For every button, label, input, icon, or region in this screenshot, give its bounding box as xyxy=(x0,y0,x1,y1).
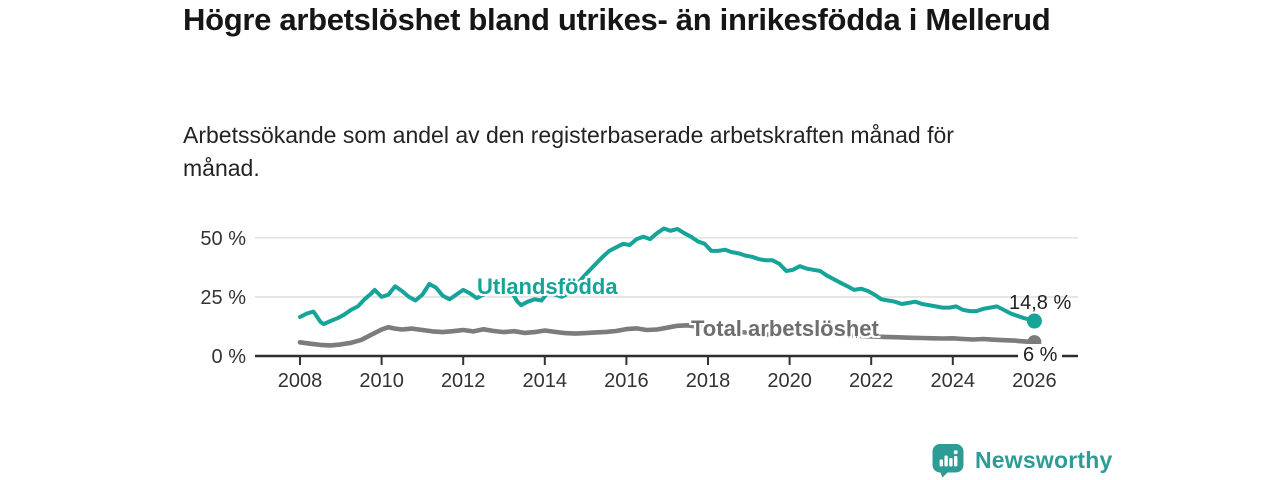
x-tick-label: 2026 xyxy=(1012,370,1057,392)
series-line-0 xyxy=(298,226,1037,327)
series-line-1 xyxy=(297,323,1037,348)
chart-area: 2008 2010 2012 2014 2016 2018 2020 2022 2024 2026… xyxy=(180,205,1100,405)
chart-svg: 2008 2010 2012 2014 2016 2018 2020 2022 2024 2026… xyxy=(200,226,1078,392)
page-title: Högre arbetslöshet bland utrikes- än inr… xyxy=(183,2,1051,37)
brand-footer: Newsworthy xyxy=(930,442,1112,478)
x-tick-label: 2008 xyxy=(278,370,323,392)
x-tick-label: 2018 xyxy=(686,370,731,392)
x-tick-label: 2016 xyxy=(604,370,649,392)
newsworthy-logo-icon xyxy=(932,444,964,478)
x-tick-label: 2010 xyxy=(359,370,404,392)
x-tick-label: 2012 xyxy=(441,370,486,392)
chart-subtitle: Arbetssökande som andel av den registerb… xyxy=(183,122,954,181)
x-tick-label: 2022 xyxy=(849,370,894,392)
end-value-label-total: 6 % xyxy=(1018,344,1063,367)
x-tick-label: 2014 xyxy=(523,370,568,392)
brand-name: Newsworthy xyxy=(975,446,1113,473)
x-tick-label: 2020 xyxy=(767,370,812,392)
y-tick-label: 0 % xyxy=(212,346,247,368)
end-value-label-utlandsfodda: 14,8 % xyxy=(1009,292,1072,314)
series-label-utlandsfodda: Utlandsfödda xyxy=(477,274,618,299)
x-tick-label: 2024 xyxy=(931,370,976,392)
y-tick-label: 50 % xyxy=(200,228,246,250)
y-tick-label: 25 % xyxy=(200,287,246,309)
series-label-total-arbetsloshet: Total arbetslöshet xyxy=(691,316,879,341)
series-end-dot-0 xyxy=(1026,313,1042,329)
